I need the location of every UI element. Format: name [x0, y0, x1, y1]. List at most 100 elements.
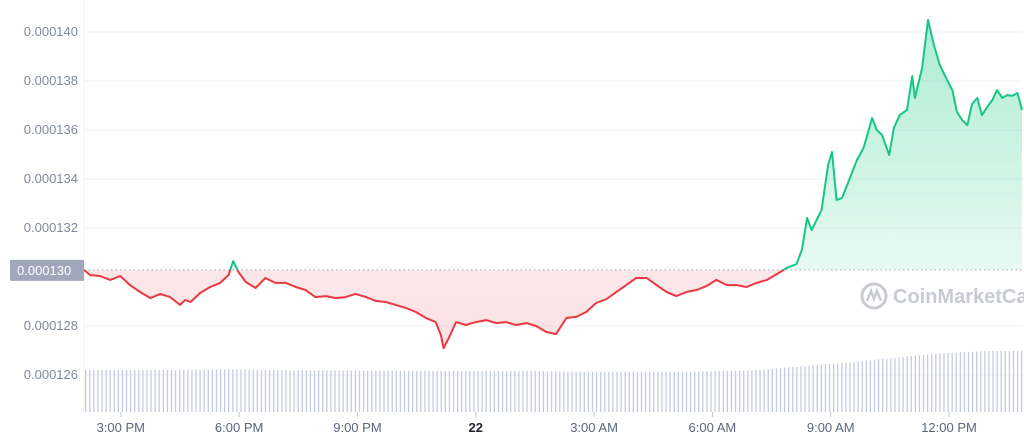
volume-bar [820, 364, 823, 412]
y-tick-label: 0.000126 [24, 367, 78, 382]
volume-bar [367, 370, 369, 412]
volume-bar [387, 371, 389, 412]
volume-bar [277, 370, 279, 412]
volume-bar [338, 370, 340, 412]
reference-label: 0.000130 [17, 263, 71, 278]
volume-bar [734, 370, 737, 412]
volume-bar [694, 371, 696, 412]
volume-bar [493, 371, 496, 412]
volume-bar [432, 371, 434, 412]
volume-bar [117, 369, 119, 412]
volume-bar [681, 371, 684, 412]
volume-bar [796, 366, 798, 412]
volume-bar [489, 371, 491, 412]
volume-bar [640, 371, 643, 412]
volume-bar [469, 371, 471, 412]
watermark-text: CoinMarketCap [893, 286, 1024, 308]
volume-bar [334, 370, 336, 412]
volume-bar [497, 371, 500, 412]
volume-bar [600, 371, 602, 412]
volume-bar [595, 371, 598, 412]
volume-bar [350, 370, 352, 412]
volume-bar [1000, 351, 1002, 412]
volume-bar [1008, 351, 1011, 412]
volume-bar [612, 371, 614, 412]
volume-bar [444, 371, 446, 412]
y-tick-label: 0.000140 [24, 24, 78, 39]
volume-bar [179, 369, 181, 412]
volume-bar [550, 371, 553, 412]
volume-bar [947, 353, 949, 412]
volume-bar [485, 371, 487, 412]
volume-bar [125, 369, 128, 412]
volume-bar [1004, 351, 1006, 412]
volume-bar [297, 370, 299, 412]
volume-bar [326, 370, 328, 412]
volume-bar [738, 370, 741, 412]
volume-bar [996, 351, 998, 412]
volume-bar [232, 369, 234, 412]
reference-price-badge: 0.000130 [10, 259, 84, 281]
y-tick-label: 0.000138 [24, 73, 78, 88]
volume-bar [289, 370, 291, 412]
volume-bar [313, 370, 316, 412]
watermark: CoinMarketCap [860, 282, 1024, 310]
volume-bar [203, 369, 205, 412]
volume-bar [935, 353, 937, 412]
volume-bar [591, 371, 594, 412]
volume-bar [113, 369, 115, 412]
x-tick-label: 6:00 PM [215, 420, 263, 435]
volume-bar [195, 369, 197, 412]
area-fill-up [230, 20, 1022, 270]
volume-bar [1012, 351, 1015, 412]
volume-bar [669, 371, 671, 412]
volume-bar [563, 371, 565, 412]
volume-bar [174, 369, 177, 412]
volume-bar [726, 370, 729, 412]
volume-bar [514, 371, 516, 412]
volume-bar [371, 370, 373, 412]
volume-bar [170, 369, 173, 412]
volume-bar [129, 369, 132, 412]
volume-bar [358, 370, 361, 412]
volume-bar [918, 355, 921, 412]
volume-bar [1016, 351, 1019, 412]
volume-bar [751, 370, 753, 412]
volume-bar [775, 368, 778, 412]
reference-box [10, 259, 84, 281]
volume-bar [448, 371, 451, 412]
volume-bar [89, 369, 91, 412]
volume-bar [399, 371, 402, 412]
volume-bar [788, 367, 790, 412]
volume-bar [403, 371, 406, 412]
volume-bar [665, 371, 667, 412]
volume-bar [330, 370, 332, 412]
volume-bar [587, 371, 590, 412]
y-tick-label: 0.000128 [24, 318, 78, 333]
x-tick-label: 9:00 PM [333, 420, 381, 435]
volume-bar [518, 371, 520, 412]
volume-bar [873, 359, 876, 412]
volume-bar [199, 369, 201, 412]
volume-bar [902, 356, 904, 412]
volume-bar [628, 371, 630, 412]
volume-bar [240, 369, 242, 412]
volume-bar [877, 359, 880, 412]
volume-bar [542, 371, 545, 412]
volume-bar [256, 369, 258, 412]
volume-bar [477, 371, 479, 412]
x-axis: 3:00 PM 6:00 PM 9:00 PM 22 3:00 AM 6:00 AM 9:0… [97, 412, 977, 435]
volume-bar [898, 357, 900, 412]
volume-bar [305, 370, 308, 412]
volume-bar [816, 365, 818, 412]
volume-bar [309, 370, 312, 412]
volume-bar [162, 369, 164, 412]
volume-bar [183, 369, 185, 412]
volume-bar [101, 369, 103, 412]
volume-bar [252, 369, 254, 412]
area-fill-down [84, 269, 1022, 348]
volume-bar [293, 370, 295, 412]
volume-bar [677, 371, 679, 412]
volume-bar [714, 371, 716, 412]
volume-bar [85, 369, 87, 412]
